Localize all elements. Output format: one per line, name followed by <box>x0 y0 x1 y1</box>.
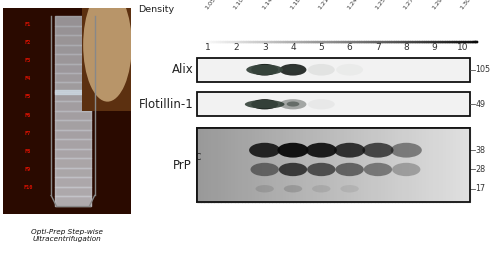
Ellipse shape <box>336 64 362 76</box>
Text: 1.242: 1.242 <box>345 0 360 10</box>
Ellipse shape <box>279 64 306 76</box>
Ellipse shape <box>248 143 280 158</box>
Ellipse shape <box>83 0 132 102</box>
Text: 1.058: 1.058 <box>204 0 219 10</box>
Text: Alix: Alix <box>171 63 193 76</box>
Text: F6: F6 <box>25 112 31 117</box>
Text: 9: 9 <box>431 43 436 52</box>
Bar <box>197 58 469 82</box>
Text: Opti-Prep Step-wise
Ultracentrifugation: Opti-Prep Step-wise Ultracentrifugation <box>31 229 102 242</box>
Text: 1.274: 1.274 <box>401 0 416 10</box>
Text: F10: F10 <box>24 185 33 190</box>
Text: 1.189: 1.189 <box>289 0 304 10</box>
Text: 6: 6 <box>346 43 352 52</box>
Ellipse shape <box>307 163 335 176</box>
Ellipse shape <box>250 99 278 109</box>
Ellipse shape <box>277 143 308 158</box>
Ellipse shape <box>255 185 274 192</box>
Ellipse shape <box>286 102 299 106</box>
Ellipse shape <box>250 64 278 76</box>
Text: C: C <box>195 153 200 162</box>
Bar <box>197 92 469 116</box>
Ellipse shape <box>285 66 300 73</box>
Ellipse shape <box>363 163 391 176</box>
Text: F8: F8 <box>25 149 31 154</box>
Text: 49: 49 <box>474 100 484 109</box>
Text: 8: 8 <box>403 43 408 52</box>
Text: 1: 1 <box>205 43 210 52</box>
Text: 4: 4 <box>290 43 295 52</box>
Ellipse shape <box>246 64 283 75</box>
Text: 17: 17 <box>474 184 484 193</box>
Bar <box>197 128 469 202</box>
Text: 1.215: 1.215 <box>317 0 332 10</box>
Text: 5: 5 <box>318 43 324 52</box>
Ellipse shape <box>391 163 419 176</box>
Text: 1.307: 1.307 <box>458 0 473 10</box>
Bar <box>197 128 469 202</box>
Text: F1: F1 <box>25 22 31 27</box>
Bar <box>82 8 130 111</box>
Text: Density: Density <box>138 4 174 14</box>
Text: 105: 105 <box>474 65 489 74</box>
Text: 3: 3 <box>262 43 267 52</box>
Text: 2: 2 <box>233 43 238 52</box>
Text: 1.291: 1.291 <box>430 0 445 10</box>
Ellipse shape <box>312 185 330 192</box>
Ellipse shape <box>244 100 284 109</box>
Ellipse shape <box>362 143 393 158</box>
Ellipse shape <box>250 163 278 176</box>
Ellipse shape <box>283 185 302 192</box>
Text: F9: F9 <box>25 167 31 172</box>
Text: F4: F4 <box>25 76 31 81</box>
Text: 1.257: 1.257 <box>373 0 388 10</box>
Text: 1.149: 1.149 <box>260 0 276 10</box>
Ellipse shape <box>307 64 334 76</box>
Text: 28: 28 <box>474 165 484 174</box>
Ellipse shape <box>390 143 421 158</box>
Text: 1.107: 1.107 <box>232 0 247 10</box>
Ellipse shape <box>307 99 334 109</box>
Ellipse shape <box>83 0 132 102</box>
Text: 7: 7 <box>374 43 380 52</box>
Text: PrP: PrP <box>173 158 191 171</box>
Text: F7: F7 <box>25 131 31 136</box>
Text: F2: F2 <box>25 40 31 45</box>
Ellipse shape <box>305 143 336 158</box>
Ellipse shape <box>335 163 363 176</box>
Text: 10: 10 <box>456 43 468 52</box>
Text: F5: F5 <box>25 94 31 99</box>
Ellipse shape <box>278 163 307 176</box>
Text: 38: 38 <box>474 146 484 155</box>
Ellipse shape <box>333 143 364 158</box>
Text: F3: F3 <box>25 58 31 63</box>
Ellipse shape <box>279 99 306 109</box>
Ellipse shape <box>340 185 358 192</box>
Text: Flotillin-1: Flotillin-1 <box>139 98 193 111</box>
